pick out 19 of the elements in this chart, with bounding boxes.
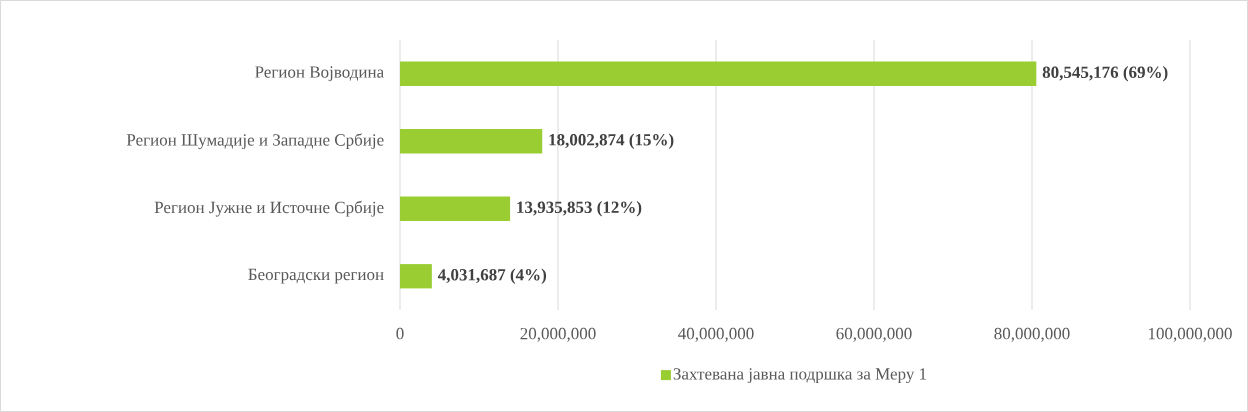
x-tick-label: 40,000,000 — [678, 327, 754, 342]
y-tick-label: Регион Шумадије и Западне Србије — [126, 133, 384, 150]
bar — [400, 61, 1037, 86]
x-tick-label: 20,000,000 — [520, 327, 596, 342]
data-label: 80,545,176 (69%) — [1042, 66, 1168, 82]
bar — [400, 264, 432, 289]
data-label: 4,031,687 (4%) — [437, 268, 547, 284]
y-tick-label: Регион Јужне и Источне Србије — [154, 200, 384, 217]
data-label: 18,002,874 (15%) — [549, 133, 674, 149]
y-tick-label: Београдски регион — [248, 268, 384, 284]
legend-label: Захтевана јавна подршка за Меру 1 — [673, 368, 927, 384]
bar — [400, 196, 511, 221]
x-tick-label: 100,000,000 — [1148, 327, 1232, 342]
data-label: 13,935,853 (12%) — [517, 201, 642, 217]
y-tick-label: Регион Војводина — [255, 66, 384, 82]
x-tick-label: 60,000,000 — [836, 327, 912, 342]
bar — [400, 129, 543, 154]
x-tick-label: 0 — [396, 327, 404, 340]
x-tick-label: 80,000,000 — [994, 327, 1070, 342]
